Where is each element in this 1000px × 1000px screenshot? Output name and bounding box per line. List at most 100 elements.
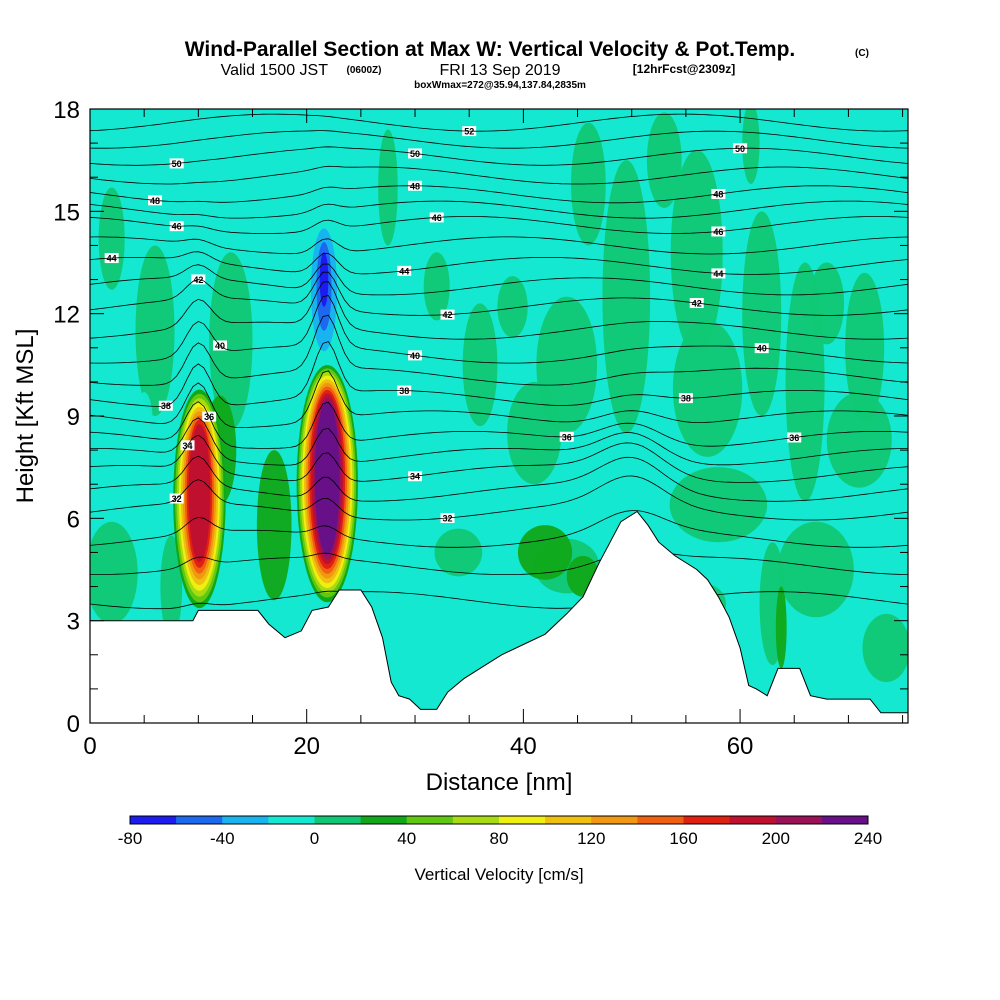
theta-contour-line — [90, 510, 908, 548]
svg-text:48: 48 — [713, 189, 723, 199]
subtitle-zulu-time: (0600Z) — [346, 65, 381, 76]
subtitle-forecast: [12hrFcst@2309z] — [633, 62, 735, 76]
chart-subtitle: Valid 1500 JST (0600Z) FRI 13 Sep 2019 [… — [221, 62, 736, 79]
colorbar-swatch — [406, 816, 454, 824]
colorbar-tick-label: 40 — [397, 829, 416, 848]
colorbar-frame — [129, 815, 869, 825]
colorbar-tick-label: 160 — [669, 829, 697, 848]
colorbar-tick-label: 0 — [310, 829, 319, 848]
x-axis-label: Distance [nm] — [426, 769, 573, 796]
theta-contour-line — [90, 271, 908, 316]
svg-text:46: 46 — [713, 227, 723, 237]
x-tick-label: 40 — [510, 733, 537, 760]
svg-text:40: 40 — [215, 341, 225, 351]
theta-contour-line — [90, 130, 908, 149]
svg-text:38: 38 — [161, 401, 171, 411]
velocity-field — [90, 109, 908, 683]
theta-contour-line — [90, 251, 908, 275]
theta-contour-line — [90, 185, 908, 204]
colorbar-tick-label: 200 — [762, 829, 790, 848]
svg-text:36: 36 — [789, 433, 799, 443]
svg-text:46: 46 — [172, 222, 182, 232]
svg-text:40: 40 — [410, 351, 420, 361]
svg-text:40: 40 — [757, 344, 767, 354]
svg-text:48: 48 — [150, 196, 160, 206]
colorbar-swatch — [683, 816, 731, 824]
theta-contour-line — [90, 455, 908, 502]
colorbar-tick-label: 240 — [854, 829, 882, 848]
colorbar-tick-label: -80 — [118, 829, 143, 848]
svg-text:42: 42 — [193, 275, 203, 285]
colorbar-swatch — [314, 816, 362, 824]
svg-text:38: 38 — [681, 394, 691, 404]
y-axis-label: Height [Kft MSL] — [12, 329, 39, 504]
x-tick-label: 0 — [83, 733, 96, 760]
colorbar-swatch — [222, 816, 269, 824]
svg-text:50: 50 — [410, 149, 420, 159]
svg-text:34: 34 — [410, 472, 420, 482]
colorbar-title: Vertical Velocity [cm/s] — [414, 865, 583, 884]
colorbar-swatch — [545, 816, 592, 824]
theta-contour-line — [90, 295, 908, 364]
theta-contour-line — [90, 475, 908, 521]
colorbar-swatch — [591, 816, 638, 824]
theta-contour-line — [90, 314, 908, 386]
y-tick-label: 9 — [67, 404, 80, 431]
theta-contour-line — [90, 549, 908, 575]
svg-text:32: 32 — [443, 514, 453, 524]
svg-text:36: 36 — [562, 432, 572, 442]
x-tick-label: 20 — [293, 733, 320, 760]
theta-contour-line — [90, 341, 908, 407]
x-tick-label: 60 — [727, 733, 754, 760]
colorbar-swatch — [637, 816, 684, 824]
y-tick-label: 6 — [67, 506, 80, 533]
chart-title: Wind-Parallel Section at Max W: Vertical… — [185, 38, 796, 61]
svg-text:50: 50 — [172, 159, 182, 169]
colorbar-swatch — [775, 816, 823, 824]
theta-contour-line — [90, 200, 908, 219]
theta-contour-line — [90, 165, 908, 185]
svg-text:42: 42 — [692, 299, 702, 309]
svg-text:44: 44 — [107, 254, 117, 264]
box-wmax-label: boxWmax=272@35.94,137.84,2835m — [414, 80, 586, 91]
svg-text:50: 50 — [735, 144, 745, 154]
svg-text:48: 48 — [410, 181, 420, 191]
svg-text:52: 52 — [464, 127, 474, 137]
y-tick-label: 15 — [53, 199, 80, 226]
subtitle-valid-time: Valid 1500 JST — [221, 62, 329, 79]
colorbar-tick-label: 80 — [490, 829, 509, 848]
svg-text:44: 44 — [713, 269, 723, 279]
y-tick-label: 3 — [67, 609, 80, 636]
colorbar-swatch — [268, 816, 315, 824]
colorbar-swatch — [729, 816, 777, 824]
svg-text:38: 38 — [399, 386, 409, 396]
y-tick-label: 18 — [53, 97, 80, 124]
x-axis: 0 20 40 60 — [83, 109, 904, 760]
colorbar-swatch — [360, 816, 408, 824]
subtitle-date: FRI 13 Sep 2019 — [440, 62, 561, 79]
colorbar: -80 -40 0 40 80 120 160 200 240 — [118, 815, 882, 848]
terrain-mask — [90, 510, 908, 723]
theta-contour-line — [90, 236, 908, 255]
svg-text:42: 42 — [443, 310, 453, 320]
theta-contour-line — [90, 401, 908, 449]
colorbar-tick-label: 120 — [577, 829, 605, 848]
svg-text:44: 44 — [399, 266, 409, 276]
theta-contour-line — [90, 417, 908, 466]
svg-text:32: 32 — [172, 494, 182, 504]
theta-contour-line — [90, 146, 908, 166]
theta-contour-line — [90, 216, 908, 234]
colorbar-swatch — [452, 816, 500, 824]
theta-contour-line — [90, 281, 908, 340]
svg-text:46: 46 — [432, 213, 442, 223]
y-tick-label: 0 — [67, 711, 80, 738]
colorbar-swatch — [130, 816, 177, 824]
theta-contour-line — [90, 113, 908, 132]
y-tick-label: 12 — [53, 302, 80, 329]
theta-contour-line — [90, 590, 908, 610]
colorbar-swatch — [499, 816, 546, 824]
colorbar-tick-label: -40 — [210, 829, 235, 848]
